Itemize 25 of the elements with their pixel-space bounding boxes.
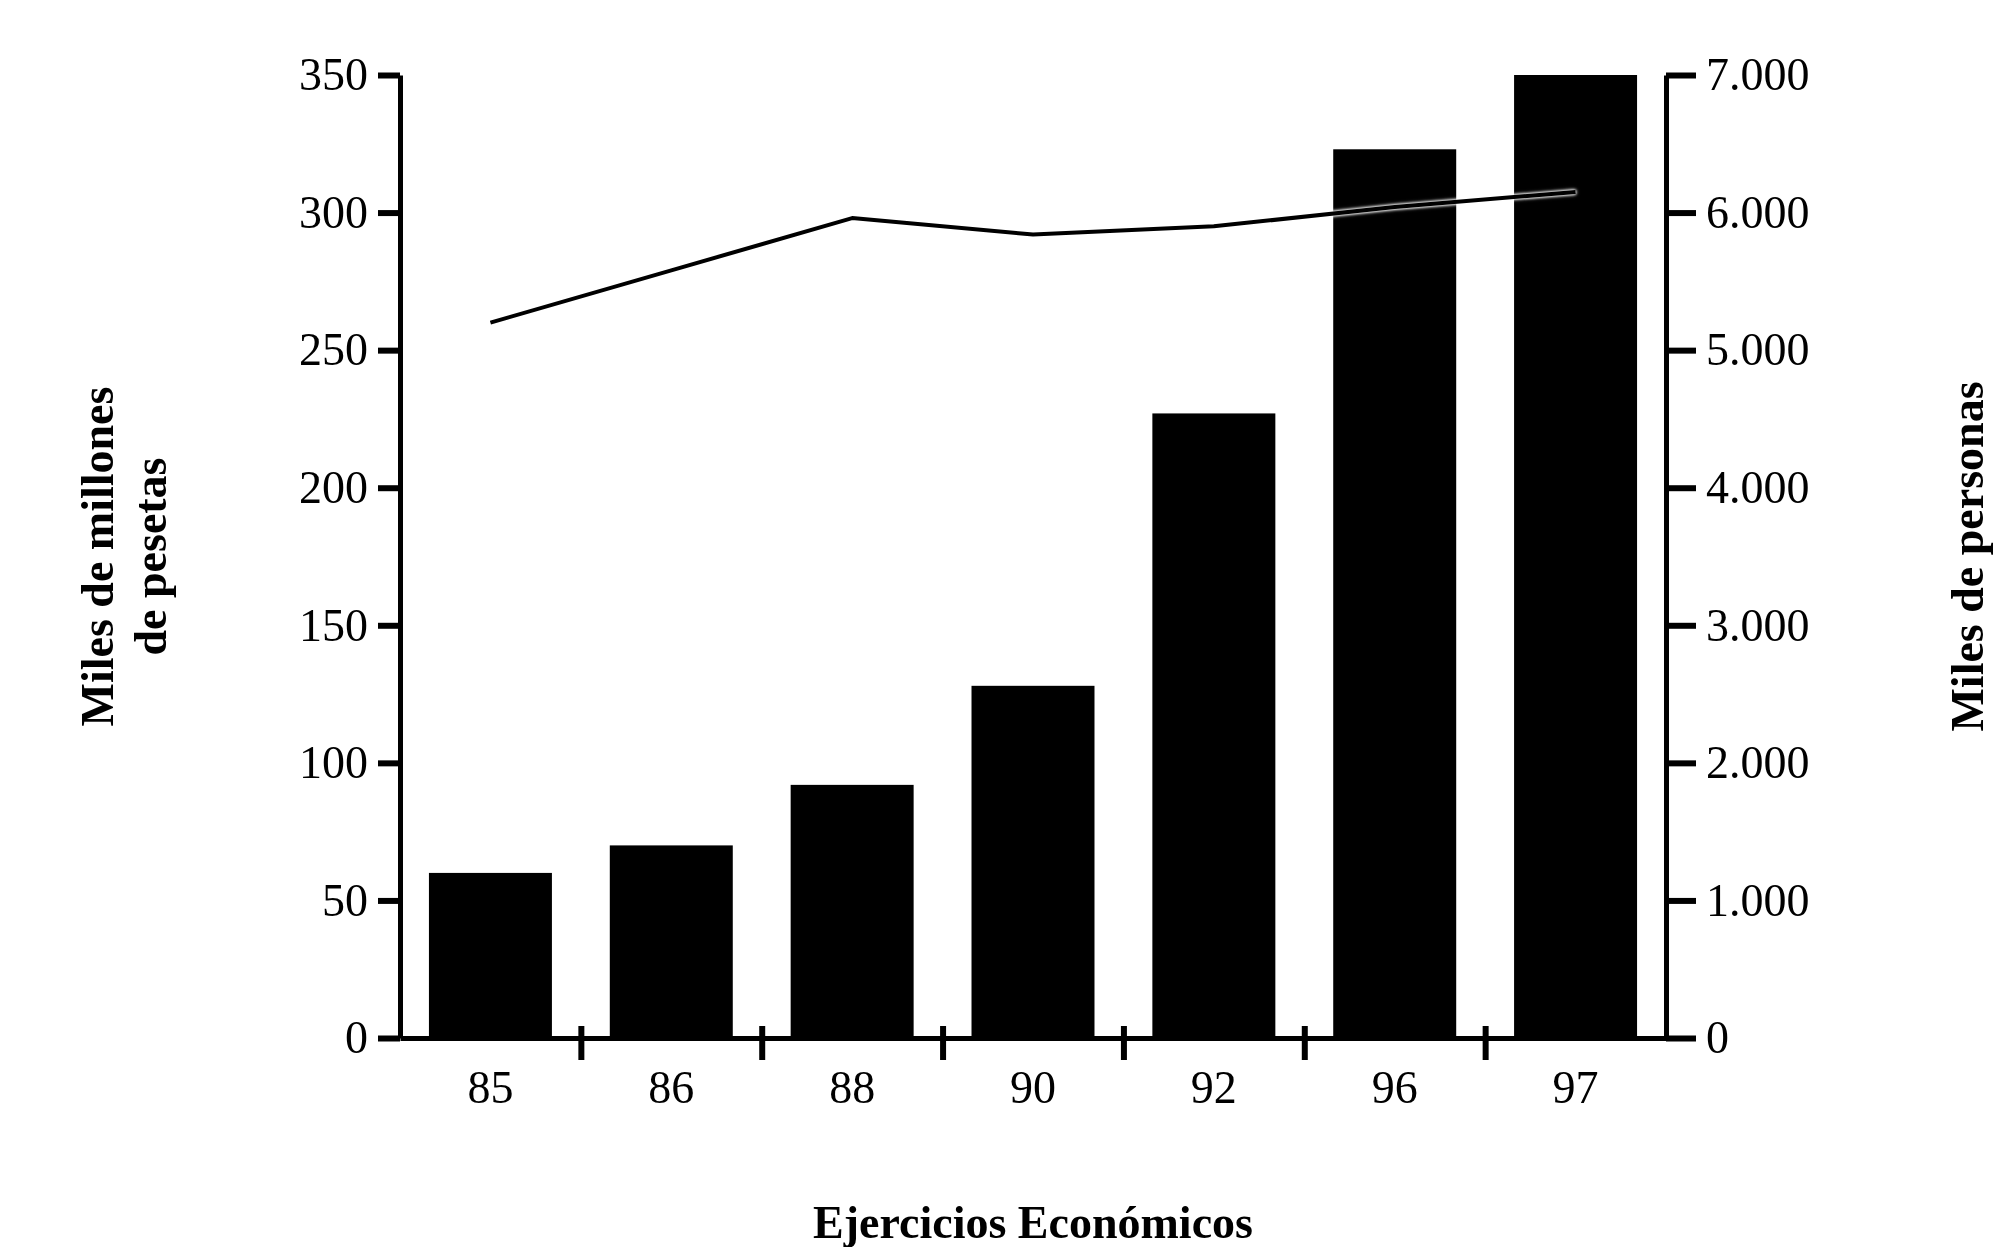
x-tick-label: 92: [1190, 1061, 1237, 1113]
y-tick-label: 100: [299, 737, 368, 789]
x-tick-label: 88: [829, 1061, 876, 1113]
y-axis-title: Miles de millones de pesetas: [72, 386, 177, 727]
y2-tick-label: 1.000: [1706, 874, 1810, 926]
y2-tick-label: 5.000: [1706, 324, 1810, 376]
x-tick-label: 97: [1552, 1061, 1599, 1113]
y-tick-label: 350: [299, 49, 368, 101]
y-tick-label: 300: [299, 186, 368, 238]
y-tick-label: 0: [345, 1012, 368, 1064]
y-tick-label: 200: [299, 461, 368, 513]
y2-tick-label: 4.000: [1706, 461, 1810, 513]
x-tick-label: 85: [467, 1061, 514, 1113]
y-tick-label: 250: [299, 324, 368, 376]
y2-tick-label: 2.000: [1706, 737, 1810, 789]
x-tick-label: 86: [648, 1061, 695, 1113]
x-tick-label: 96: [1371, 1061, 1418, 1113]
y2-tick-label: 6.000: [1706, 186, 1810, 238]
y-tick-label: 150: [299, 599, 368, 651]
y2-tick-label: 0: [1706, 1012, 1729, 1064]
y-tick-label: 50: [322, 874, 368, 926]
y2-tick-label: 7.000: [1706, 49, 1810, 101]
x-tick-label: 90: [1010, 1061, 1056, 1113]
y2-tick-label: 3.000: [1706, 599, 1810, 651]
y2-axis-title: Miles de personas: [1942, 381, 1993, 732]
